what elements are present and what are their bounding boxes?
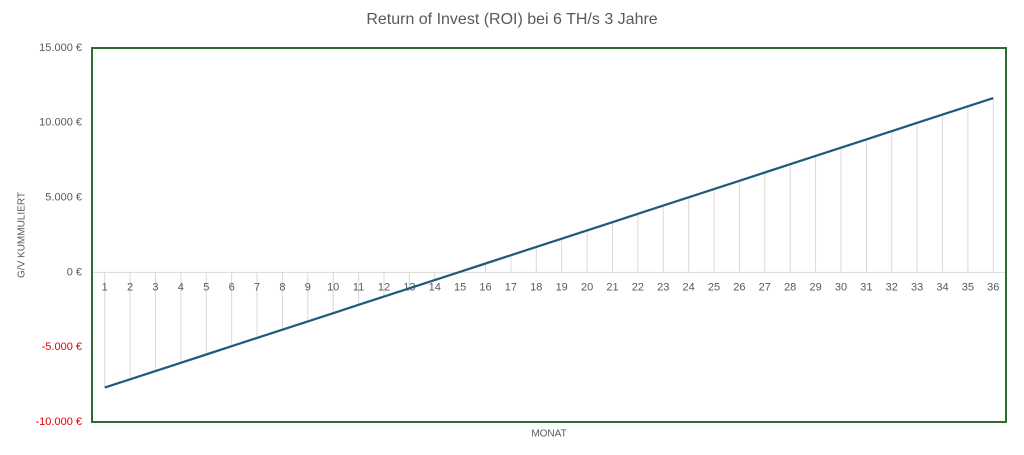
x-tick-label: 23 xyxy=(657,281,669,293)
x-tick-label: 21 xyxy=(606,281,618,293)
x-tick-label: 30 xyxy=(835,281,847,293)
x-tick-label: 27 xyxy=(759,281,771,293)
x-tick-label: 2 xyxy=(127,281,133,293)
x-tick-label: 9 xyxy=(305,281,311,293)
y-tick-label: -5.000 € xyxy=(42,341,82,353)
x-tick-label: 7 xyxy=(254,281,260,293)
x-axis-title: MONAT xyxy=(531,429,566,440)
x-tick-label: 25 xyxy=(708,281,720,293)
x-tick-label: 16 xyxy=(479,281,491,293)
x-tick-label: 31 xyxy=(860,281,872,293)
x-tick-label: 1 xyxy=(102,281,108,293)
x-tick-label: 17 xyxy=(505,281,517,293)
x-tick-label: 12 xyxy=(378,281,390,293)
y-tick-label: 5.000 € xyxy=(45,192,82,204)
x-tick-label: 35 xyxy=(962,281,974,293)
x-tick-label: 34 xyxy=(936,281,948,293)
series-line xyxy=(104,96,994,389)
y-tick-label: 15.000 € xyxy=(39,42,82,54)
x-tick-label: 8 xyxy=(279,281,285,293)
chart-title: Return of Invest (ROI) bei 6 TH/s 3 Jahr… xyxy=(366,11,657,28)
x-tick-label: 10 xyxy=(327,281,339,293)
y-tick-label: 10.000 € xyxy=(39,117,82,129)
x-tick-label: 5 xyxy=(203,281,209,293)
y-tick-label: 0 € xyxy=(67,266,82,278)
x-tick-label: 29 xyxy=(809,281,821,293)
x-tick-label: 14 xyxy=(429,281,441,293)
x-tick-label: 32 xyxy=(886,281,898,293)
x-tick-label: 33 xyxy=(911,281,923,293)
x-tick-label: 11 xyxy=(353,281,364,293)
x-tick-label: 3 xyxy=(152,281,158,293)
y-tick-label: -10.000 € xyxy=(36,416,82,428)
x-tick-label: 6 xyxy=(229,281,235,293)
x-tick-label: 4 xyxy=(178,281,184,293)
x-tick-label: 19 xyxy=(556,281,568,293)
x-tick-label: 28 xyxy=(784,281,796,293)
x-tick-label: 36 xyxy=(987,281,999,293)
x-tick-label: 18 xyxy=(530,281,542,293)
x-tick-label: 22 xyxy=(632,281,644,293)
x-tick-label: 26 xyxy=(733,281,745,293)
x-tick-label: 20 xyxy=(581,281,593,293)
x-tick-label: 24 xyxy=(683,281,695,293)
y-axis-title: G/V KUMMULIERT xyxy=(17,192,28,278)
plot-border xyxy=(91,47,1007,423)
x-tick-label: 15 xyxy=(454,281,466,293)
